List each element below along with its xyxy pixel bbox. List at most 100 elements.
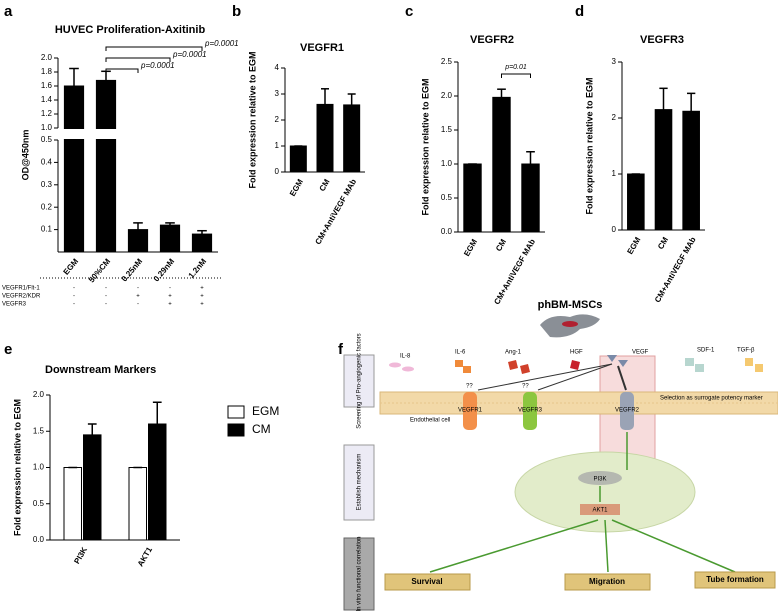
- factor-icon: [508, 360, 518, 370]
- significance-bracket: [501, 73, 531, 78]
- legend-label: CM: [252, 422, 271, 436]
- bar: [63, 467, 82, 541]
- pathway-label: AKT1: [592, 508, 608, 514]
- receptor-label: VEGFR1: [458, 408, 483, 414]
- stage-label: Establish mechanism: [357, 454, 363, 511]
- matrix-sign: -: [137, 286, 139, 292]
- x-tick-label: 0.25nM: [120, 257, 145, 284]
- stage-box: [343, 444, 375, 521]
- annotation: p=0.0001: [204, 39, 239, 48]
- y-axis-label: Fold expression relative to EGM: [584, 77, 594, 214]
- bar: [63, 85, 85, 253]
- matrix-sign: -: [105, 294, 107, 300]
- significance-bracket: [105, 57, 171, 62]
- y-tick-label: 0.5: [441, 193, 453, 202]
- factor-icon: [745, 358, 753, 366]
- factor-icon: [389, 362, 401, 368]
- y-tick-label: 0.2: [41, 202, 53, 211]
- factor-icon: [463, 366, 471, 373]
- y-tick-label: 0.4: [41, 158, 53, 167]
- y-tick-label: 1.5: [441, 125, 453, 134]
- y-tick-label: 3: [612, 57, 617, 66]
- bar: [289, 145, 307, 173]
- y-tick-label: 0: [275, 167, 280, 176]
- arrows: [477, 363, 627, 391]
- chart-title: Downstream Markers: [45, 364, 156, 376]
- factor-icon: [685, 358, 694, 366]
- matrix-sign: -: [73, 286, 75, 292]
- panel-letter: a: [4, 3, 13, 20]
- y-tick-label: 0.3: [41, 180, 53, 189]
- pathway-node: [580, 504, 620, 515]
- matrix-sign: +: [200, 302, 204, 308]
- x-tick-label: EGM: [625, 235, 642, 256]
- matrix-sign: -: [73, 294, 75, 300]
- significance-bracket: [105, 68, 139, 73]
- outcome-box: [694, 571, 776, 589]
- panel-f: f phBM-MSCs Screening of Pro-angiogenic …: [338, 299, 778, 612]
- annotation: p=0.01: [504, 64, 527, 71]
- matrix-label: VEGFR1/Flt-1: [2, 286, 40, 292]
- chart-title: VEGFR1: [300, 42, 344, 54]
- matrix-sign: -: [105, 286, 107, 292]
- bar: [95, 79, 117, 253]
- matrix-sign: +: [200, 286, 204, 292]
- factor-icon: [520, 364, 530, 374]
- x-tick-label: EGM: [288, 177, 305, 198]
- matrix-sign: +: [200, 294, 204, 300]
- y-tick-label: 0.0: [33, 535, 45, 544]
- y-tick-label: 1.6: [41, 81, 53, 90]
- outcome-box: [564, 573, 651, 591]
- bar: [682, 110, 700, 231]
- pathway-node: [578, 471, 622, 485]
- receptor: [463, 392, 477, 430]
- factor-icon: [402, 366, 414, 372]
- chart-title: VEGFR3: [640, 34, 684, 46]
- cell-label: Endothelial cell: [410, 418, 450, 424]
- outcome-box: [384, 573, 471, 591]
- x-tick-label: EGM: [462, 237, 479, 258]
- panel-letter: c: [405, 3, 413, 20]
- x-tick-label: CM: [494, 237, 508, 253]
- x-tick-label: CM: [656, 235, 670, 251]
- y-axis-label: Fold expression relative to EGM: [420, 78, 430, 215]
- y-tick-label: 0.0: [441, 227, 453, 236]
- matrix-sign: +: [168, 294, 172, 300]
- bar: [159, 224, 181, 253]
- bar: [521, 163, 540, 233]
- y-tick-label: 2.5: [441, 57, 453, 66]
- bar: [127, 229, 149, 253]
- matrix-sign: -: [105, 302, 107, 308]
- y-tick-label: 3: [275, 89, 280, 98]
- chart-title: HUVEC Proliferation-Axitinib: [55, 24, 206, 36]
- y-tick-label: 1.4: [41, 95, 53, 104]
- y-axis-label: OD@450nm: [20, 130, 30, 181]
- bar: [343, 104, 361, 173]
- y-tick-label: 1.0: [33, 463, 45, 472]
- selection-label: Selection as surrogate potency marker: [660, 396, 763, 402]
- x-tick-label: CM: [318, 177, 332, 193]
- factor-label: Ang-1: [505, 350, 522, 356]
- legend-label: EGM: [252, 404, 279, 418]
- legend-swatch: [227, 423, 245, 437]
- bar: [191, 233, 213, 253]
- matrix-sign: -: [73, 302, 75, 308]
- chart-title: VEGFR2: [470, 34, 514, 46]
- matrix-sign: -: [169, 286, 171, 292]
- factor-icon: [695, 364, 704, 372]
- y-tick-label: 1.8: [41, 67, 53, 76]
- receptor: [523, 392, 537, 430]
- y-axis-label: Fold expression relative to EGM: [247, 51, 257, 188]
- x-tick-label: EGM: [62, 257, 81, 277]
- x-tick-label: 1.2nM: [187, 257, 209, 280]
- bar: [463, 163, 482, 233]
- x-tick-label: AKT1: [136, 545, 155, 568]
- factor-icon: [755, 364, 763, 372]
- factor-icon: [455, 360, 463, 367]
- bar: [148, 423, 167, 541]
- y-tick-label: 2.0: [33, 390, 45, 399]
- matrix-sign: -: [137, 302, 139, 308]
- nucleus: [562, 321, 578, 327]
- legend-swatch: [227, 405, 245, 419]
- factor-label: IL-6: [455, 350, 466, 356]
